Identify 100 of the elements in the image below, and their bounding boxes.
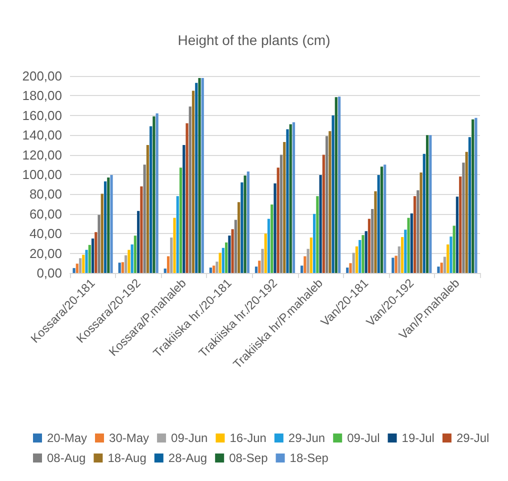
bar: [218, 252, 222, 273]
bar: [195, 82, 198, 273]
bar: [280, 154, 283, 273]
bar: [349, 263, 352, 273]
bar: [85, 250, 88, 273]
y-tick-label: 80,00: [29, 186, 62, 202]
bar: [283, 142, 286, 273]
bar: [462, 162, 465, 273]
bar: [94, 232, 98, 273]
bar: [156, 113, 158, 273]
bar: [450, 236, 452, 273]
bar: [72, 268, 76, 273]
bar: [474, 118, 478, 273]
bar: [322, 154, 325, 273]
bar: [459, 176, 462, 273]
bar: [328, 131, 332, 273]
bar: [182, 144, 186, 273]
bar: [346, 268, 349, 273]
bar: [364, 231, 368, 273]
bar: [170, 238, 173, 273]
bar: [416, 190, 420, 273]
bar: [228, 236, 231, 273]
y-tick-label: 20,00: [29, 246, 62, 261]
bar: [410, 213, 413, 273]
bar: [310, 238, 312, 273]
bar: [437, 266, 440, 273]
y-tick-label: 40,00: [29, 226, 62, 242]
legend-label: 30-May: [109, 431, 150, 445]
bar: [304, 256, 306, 273]
y-tick-label: 0,00: [36, 266, 62, 280]
bar: [313, 214, 316, 273]
bar: [316, 196, 319, 273]
bar: [362, 235, 364, 273]
bar: [222, 248, 224, 273]
bar: [319, 174, 322, 273]
bar: [231, 229, 234, 273]
legend-label: 08-Sep: [229, 451, 268, 465]
bar: [355, 246, 358, 273]
y-tick-label: 120,00: [22, 147, 62, 162]
bar: [88, 244, 91, 273]
bar: [446, 244, 450, 273]
legend-label: 09-Jul: [347, 431, 380, 445]
bar: [358, 240, 362, 273]
bar: [98, 214, 100, 273]
bar: [380, 166, 384, 273]
bar: [143, 164, 146, 273]
bar: [91, 238, 94, 273]
bar: [150, 126, 152, 273]
bar: [216, 262, 218, 273]
bar: [254, 266, 258, 273]
bar: [261, 248, 264, 273]
bar: [394, 256, 398, 273]
bar: [198, 78, 201, 273]
bar: [368, 218, 371, 273]
bar: [422, 154, 426, 273]
bar: [192, 90, 195, 273]
y-tick-label: 160,00: [22, 108, 62, 123]
legend-label: 29-Jun: [288, 431, 326, 445]
bar: [276, 168, 280, 273]
bar: [244, 175, 246, 273]
bar: [130, 244, 134, 273]
y-tick-label: 60,00: [29, 206, 62, 222]
bar: [452, 226, 456, 273]
bar: [124, 255, 128, 273]
bar: [238, 202, 240, 273]
bar: [274, 183, 276, 273]
bar: [472, 119, 474, 273]
bar: [392, 258, 394, 273]
y-tick-label: 140,00: [22, 128, 62, 143]
bar: [289, 124, 292, 273]
bar: [201, 78, 204, 273]
bar: [334, 97, 338, 273]
legend-label: 16-Jun: [230, 431, 266, 445]
bar: [306, 248, 310, 273]
bar: [267, 218, 270, 273]
bar: [420, 172, 422, 273]
bar: [78, 258, 82, 273]
bar: [332, 115, 334, 273]
bar: [121, 262, 124, 273]
bar: [443, 256, 446, 273]
legend-label: 20-May: [47, 431, 88, 445]
bar: [384, 164, 386, 273]
bar: [179, 168, 182, 273]
legend-label: 08-Aug: [47, 451, 86, 465]
bar: [264, 234, 267, 273]
bar: [300, 266, 304, 273]
bar: [286, 129, 289, 273]
y-tick-label: 100,00: [22, 167, 62, 182]
bar: [176, 196, 179, 273]
bar: [398, 246, 400, 273]
bar: [225, 242, 228, 273]
bar: [240, 182, 244, 273]
y-tick-label: 180,00: [22, 88, 62, 104]
bar: [456, 196, 459, 273]
bar: [465, 152, 468, 273]
bar: [212, 266, 216, 273]
chart-title: Height of the plants (cm): [178, 32, 330, 48]
legend-label: 19-Jul: [402, 431, 434, 445]
bar: [374, 191, 377, 273]
bar: [104, 181, 107, 273]
